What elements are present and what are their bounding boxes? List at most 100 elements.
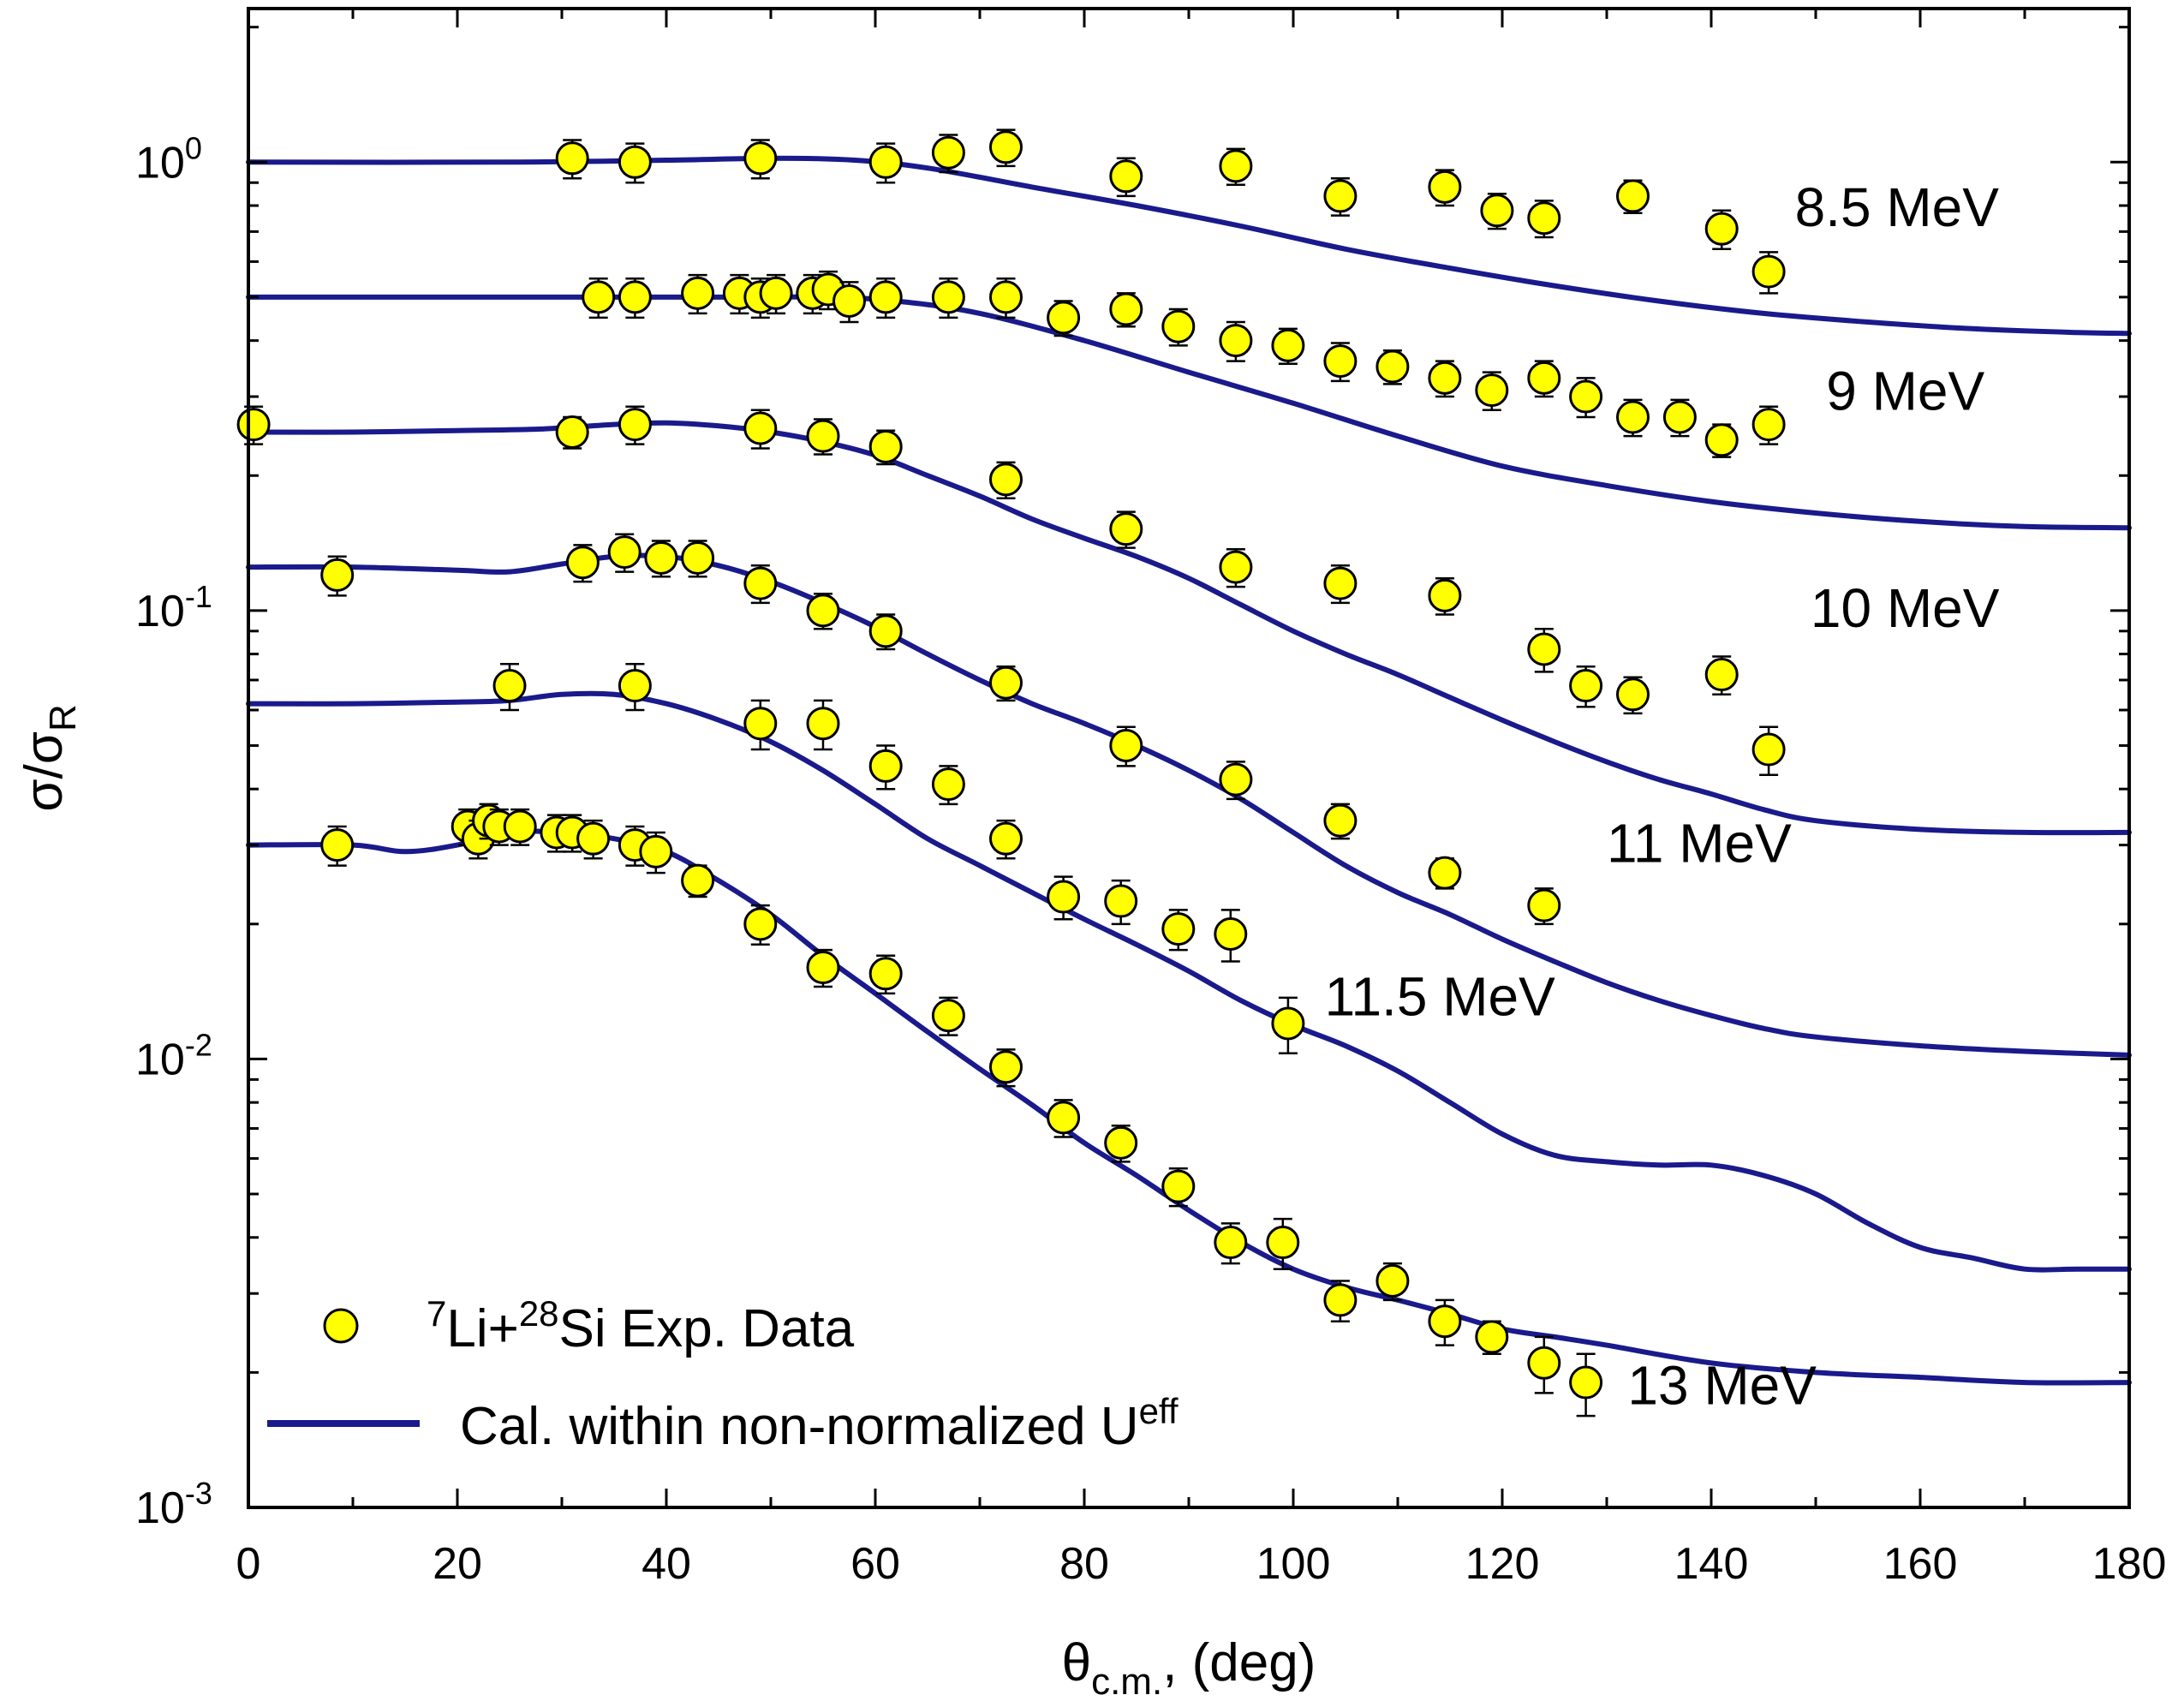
- data-point-11-5-mev-3: [743, 699, 778, 751]
- data-marker: [989, 665, 1023, 700]
- data-marker: [868, 614, 903, 648]
- data-point-10-mev-16: [1751, 725, 1786, 777]
- data-point-11-mev-4: [644, 540, 678, 578]
- data-marker: [681, 276, 715, 310]
- data-point-10-mev-10: [1323, 564, 1358, 605]
- data-marker: [1569, 1365, 1603, 1400]
- legend-superscript: 7: [427, 1293, 446, 1334]
- data-point-13-mev-16: [931, 996, 965, 1036]
- data-marker: [1271, 1006, 1305, 1041]
- data-marker: [743, 566, 778, 600]
- data-point-11-5-mev-4: [806, 699, 840, 751]
- data-marker: [1751, 254, 1786, 289]
- calc-curve-8-5-mev: [246, 155, 2132, 337]
- series-label-11-5-mev: 11.5 MeV: [1325, 966, 1556, 1028]
- y-tick-label: 10-2: [135, 1027, 212, 1084]
- data-marker: [1109, 292, 1143, 326]
- data-marker: [1214, 916, 1248, 951]
- data-point-11-mev-10: [1109, 725, 1143, 767]
- data-point-8-5-mev-4: [868, 142, 903, 184]
- data-point-9-mev-22: [1527, 360, 1561, 398]
- data-point-11-5-mev-9: [1104, 879, 1138, 926]
- data-point-8-5-mev-8: [1219, 147, 1253, 187]
- data-marker: [832, 284, 866, 318]
- y-tick-label: 10-1: [135, 579, 212, 636]
- data-point-11-mev-2: [565, 544, 600, 583]
- data-marker: [989, 463, 1023, 497]
- data-marker: [1047, 880, 1081, 914]
- x-tick-label: 160: [1883, 1539, 1958, 1589]
- data-marker: [868, 280, 903, 314]
- x-tick-label: 80: [1059, 1539, 1109, 1589]
- data-marker: [236, 408, 271, 442]
- data-point-11-mev-5: [681, 540, 715, 578]
- data-point-9-mev-6: [759, 273, 793, 315]
- data-point-11-5-mev-8: [1047, 875, 1081, 921]
- data-point-11-5-mev-12: [1271, 996, 1305, 1054]
- data-point-11-mev-11: [1219, 761, 1253, 801]
- data-point-9-mev-11: [931, 277, 965, 319]
- legend-entry-data-label: 7Li+28Si Exp. Data: [427, 1293, 855, 1358]
- data-point-13-mev-6: [503, 808, 537, 846]
- data-marker: [806, 594, 840, 628]
- x-axis-title-symbol: θ: [1062, 1633, 1091, 1692]
- y-tick-label-base: 10: [135, 587, 185, 636]
- data-point-9-mev-9: [832, 281, 866, 324]
- data-marker: [1375, 1264, 1410, 1298]
- data-point-9-mev-16: [1219, 320, 1253, 362]
- data-point-13-mev-21: [1214, 1222, 1248, 1265]
- data-marker: [931, 767, 965, 802]
- data-point-13-mev-20: [1161, 1167, 1196, 1208]
- data-point-11-mev-13: [1428, 856, 1462, 890]
- series-points-13-mev: [320, 803, 1603, 1418]
- data-marker: [1751, 408, 1786, 442]
- data-marker: [931, 280, 965, 314]
- series-points-9-mev: [582, 270, 1786, 458]
- data-marker: [607, 535, 641, 570]
- data-point-9-mev-17: [1271, 327, 1305, 366]
- y-tick-label-exponent: 0: [185, 130, 202, 165]
- data-point-8-5-mev-9: [1323, 176, 1358, 217]
- x-tick-label: 180: [2092, 1539, 2167, 1589]
- data-point-10-mev-3: [618, 405, 652, 445]
- data-marker: [1569, 379, 1603, 414]
- data-marker: [1475, 1320, 1509, 1354]
- data-marker: [868, 957, 903, 991]
- data-marker: [1214, 1226, 1248, 1260]
- y-axis-title-subscript: R: [42, 704, 84, 731]
- data-point-8-5-mev-12: [1527, 200, 1561, 239]
- data-point-13-mev-18: [1047, 1099, 1081, 1138]
- data-marker: [1104, 884, 1138, 918]
- data-marker: [1161, 1169, 1196, 1203]
- data-marker: [1266, 1226, 1300, 1260]
- data-marker: [1219, 762, 1253, 797]
- x-tick-label: 120: [1465, 1539, 1540, 1589]
- data-point-9-mev-13: [1047, 300, 1081, 337]
- series-label-10-mev: 10 MeV: [1811, 577, 2000, 639]
- data-point-11-5-mev-11: [1214, 909, 1248, 963]
- data-point-11-5-mev-7: [989, 819, 1023, 860]
- legend-superscript: eff: [1139, 1391, 1179, 1431]
- data-marker: [1104, 1125, 1138, 1160]
- data-marker: [1704, 658, 1739, 692]
- data-point-8-5-mev-2: [618, 142, 652, 184]
- x-tick-label: 0: [236, 1539, 261, 1589]
- x-axis-title-subscript: c.m.: [1091, 1661, 1162, 1701]
- data-marker: [1616, 677, 1650, 712]
- data-point-9-mev-15: [1161, 307, 1196, 347]
- data-marker: [582, 280, 616, 314]
- data-marker: [1219, 550, 1253, 584]
- data-marker: [759, 276, 793, 310]
- data-point-9-mev-1: [582, 277, 616, 319]
- data-marker: [1271, 328, 1305, 362]
- legend-text-part: Si Exp. Data: [559, 1299, 855, 1358]
- data-marker: [1569, 669, 1603, 703]
- data-marker: [1662, 400, 1697, 434]
- data-marker: [806, 951, 840, 985]
- data-marker: [618, 145, 652, 179]
- data-marker: [1527, 1346, 1561, 1380]
- y-tick-label-exponent: -2: [185, 1027, 212, 1062]
- data-point-11-5-mev-1: [492, 663, 527, 712]
- data-marker: [743, 141, 778, 176]
- data-marker: [1109, 159, 1143, 194]
